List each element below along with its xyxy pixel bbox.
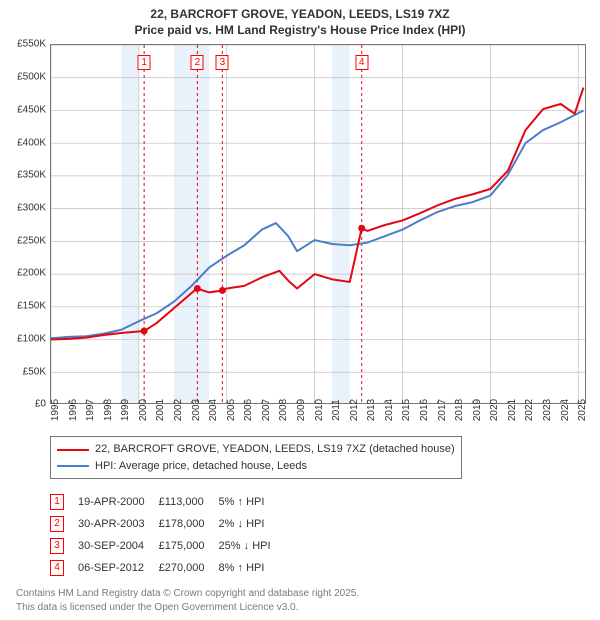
x-tick-label: 2013 <box>366 399 377 421</box>
x-tick-label: 2019 <box>472 399 483 421</box>
x-tick-label: 2004 <box>208 399 219 421</box>
y-tick-label: £500K <box>17 72 46 83</box>
legend: 22, BARCROFT GROVE, YEADON, LEEDS, LS19 … <box>50 436 462 479</box>
event-pct: 8% <box>219 562 243 574</box>
event-change: 2% HPI <box>219 513 285 535</box>
x-tick-label: 2012 <box>349 399 360 421</box>
y-tick-label: £550K <box>17 39 46 50</box>
title-line-2: Price paid vs. HM Land Registry's House … <box>8 22 592 38</box>
x-tick-label: 2011 <box>331 400 342 422</box>
legend-swatch <box>57 449 89 451</box>
y-tick-label: £400K <box>17 137 46 148</box>
event-date: 30-APR-2003 <box>78 513 159 535</box>
x-tick-label: 1999 <box>120 399 131 421</box>
y-tick-label: £300K <box>17 203 46 214</box>
y-tick-label: £100K <box>17 333 46 344</box>
x-tick-label: 2015 <box>401 399 412 421</box>
x-tick-label: 2018 <box>454 399 465 421</box>
x-tick-label: 2020 <box>489 399 500 421</box>
x-tick-label: 2017 <box>437 399 448 421</box>
event-badge-cell: 2 <box>50 513 78 535</box>
x-tick-label: 2001 <box>155 399 166 421</box>
event-row: 3 30-SEP-2004£175,00025% HPI <box>50 535 285 557</box>
event-marker: 1 <box>138 55 151 70</box>
event-row: 1 19-APR-2000£113,0005% HPI <box>50 491 285 513</box>
legend-item: 22, BARCROFT GROVE, YEADON, LEEDS, LS19 … <box>57 441 455 458</box>
event-price: £175,000 <box>159 535 219 557</box>
event-price: £178,000 <box>159 513 219 535</box>
legend-label: HPI: Average price, detached house, Leed… <box>95 458 307 475</box>
event-badge: 1 <box>50 494 64 510</box>
plot-region: 1 23 4 <box>50 44 586 404</box>
x-tick-label: 2007 <box>261 399 272 421</box>
attribution-line-2: This data is licensed under the Open Gov… <box>16 601 592 615</box>
y-tick-label: £50K <box>23 366 46 377</box>
x-tick-label: 2005 <box>226 399 237 421</box>
x-tick-label: 2016 <box>419 399 430 421</box>
event-pct: 25% <box>219 540 250 552</box>
events-table: 1 19-APR-2000£113,0005% HPI 2 30-APR-2003£1… <box>50 491 592 579</box>
event-badge-cell: 4 <box>50 557 78 579</box>
x-tick-label: 1998 <box>103 399 114 421</box>
x-tick-label: 1995 <box>50 399 61 421</box>
x-tick-label: 2006 <box>243 399 254 421</box>
attribution: Contains HM Land Registry data © Crown c… <box>16 587 592 614</box>
x-tick-label: 1997 <box>85 399 96 421</box>
event-date: 19-APR-2000 <box>78 491 159 513</box>
event-marker: 4 <box>355 55 368 70</box>
event-badge: 4 <box>50 560 64 576</box>
y-tick-label: £150K <box>17 301 46 312</box>
x-tick-label: 2024 <box>560 399 571 421</box>
event-badge: 3 <box>50 538 64 554</box>
event-date: 06-SEP-2012 <box>78 557 159 579</box>
event-change: 8% HPI <box>219 557 285 579</box>
x-tick-label: 2014 <box>384 399 395 421</box>
x-tick-label: 2003 <box>191 399 202 421</box>
x-tick-label: 2000 <box>138 399 149 421</box>
event-marker: 3 <box>216 55 229 70</box>
title-line-1: 22, BARCROFT GROVE, YEADON, LEEDS, LS19 … <box>8 6 592 22</box>
event-marker: 2 <box>191 55 204 70</box>
event-row: 2 30-APR-2003£178,0002% HPI <box>50 513 285 535</box>
chart-container: 22, BARCROFT GROVE, YEADON, LEEDS, LS19 … <box>0 0 600 620</box>
x-tick-label: 2021 <box>507 399 518 421</box>
y-tick-label: £350K <box>17 170 46 181</box>
event-pct: 2% <box>219 518 243 530</box>
x-tick-label: 2008 <box>278 399 289 421</box>
event-change: 25% HPI <box>219 535 285 557</box>
event-price: £113,000 <box>159 491 219 513</box>
legend-label: 22, BARCROFT GROVE, YEADON, LEEDS, LS19 … <box>95 441 455 458</box>
event-date: 30-SEP-2004 <box>78 535 159 557</box>
event-change: 5% HPI <box>219 491 285 513</box>
y-tick-label: £200K <box>17 268 46 279</box>
event-row: 4 06-SEP-2012£270,0008% HPI <box>50 557 285 579</box>
x-axis-ticks: 1995199619971998199920002001200220032004… <box>50 406 586 434</box>
event-badge-cell: 1 <box>50 491 78 513</box>
x-tick-label: 2009 <box>296 399 307 421</box>
y-axis-ticks: £0£50K£100K£150K£200K£250K£300K£350K£400… <box>8 44 48 404</box>
event-pct: 5% <box>219 496 243 508</box>
x-tick-label: 2025 <box>577 399 588 421</box>
x-tick-label: 1996 <box>68 399 79 421</box>
x-tick-label: 2022 <box>524 399 535 421</box>
chart-area: £0 £50K £100K £150K £200K £250K £300K £350K £400… <box>8 44 592 434</box>
event-badge-cell: 3 <box>50 535 78 557</box>
legend-item: HPI: Average price, detached house, Leed… <box>57 458 455 475</box>
event-price: £270,000 <box>159 557 219 579</box>
y-tick-label: £0 <box>35 399 46 410</box>
chart-title: 22, BARCROFT GROVE, YEADON, LEEDS, LS19 … <box>8 6 592 38</box>
plot-svg <box>51 45 586 404</box>
x-tick-label: 2010 <box>314 399 325 421</box>
x-tick-label: 2023 <box>542 399 553 421</box>
y-tick-label: £250K <box>17 235 46 246</box>
attribution-line-1: Contains HM Land Registry data © Crown c… <box>16 587 592 601</box>
event-badge: 2 <box>50 516 64 532</box>
x-tick-label: 2002 <box>173 399 184 421</box>
y-tick-label: £450K <box>17 104 46 115</box>
legend-swatch <box>57 465 89 467</box>
